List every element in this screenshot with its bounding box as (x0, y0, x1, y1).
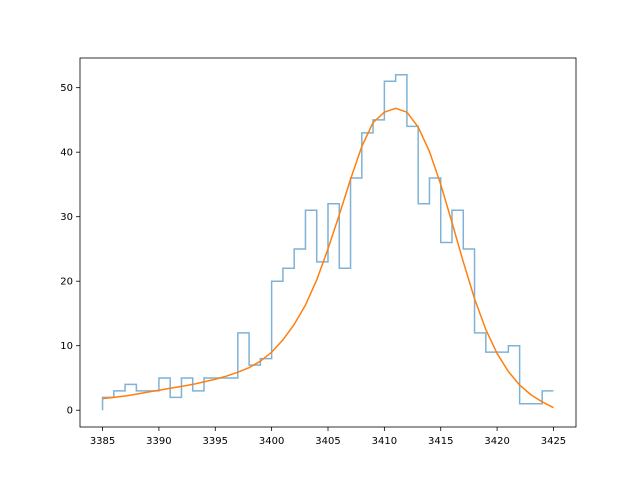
fit-curve-line (102, 107, 554, 409)
x-tick-label: 3415 (428, 436, 453, 447)
y-tick-label: 40 (60, 148, 73, 159)
plot-area (101, 74, 554, 411)
x-tick-label: 3405 (315, 436, 340, 447)
y-tick-label: 50 (60, 83, 73, 94)
x-tick-label: 3390 (146, 436, 171, 447)
x-tick-label: 3420 (484, 436, 509, 447)
x-axis: 3385 3390 3395 3400 3405 3410 3415 3420 3425 (90, 427, 566, 447)
y-tick-label: 20 (60, 277, 73, 288)
x-tick-label: 3385 (90, 436, 115, 447)
y-tick-label: 10 (60, 341, 73, 352)
y-tick-label: 0 (67, 406, 73, 417)
x-tick-label: 3395 (203, 436, 228, 447)
y-tick-label: 30 (60, 212, 73, 223)
x-tick-label: 3400 (259, 436, 284, 447)
histogram-step-line (101, 74, 554, 411)
x-tick-label: 3425 (541, 436, 566, 447)
y-axis: 0 10 20 30 40 50 (60, 83, 80, 417)
x-tick-label: 3410 (372, 436, 397, 447)
axes-frame (79, 57, 577, 428)
